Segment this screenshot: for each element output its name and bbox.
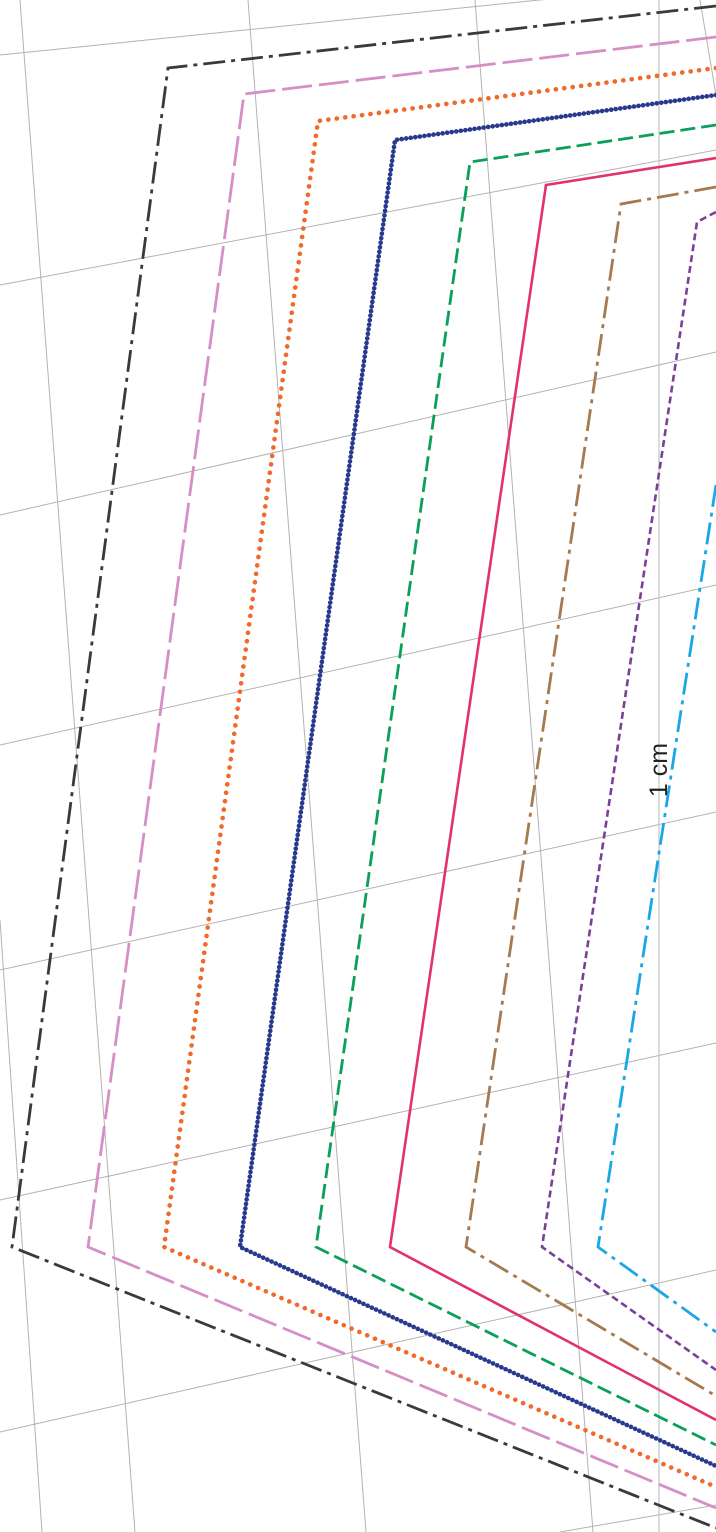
outline-size-5 [314,123,716,1447]
outline-size-6 [388,156,716,1422]
grid-line [0,351,716,516]
grid-line [559,1504,716,1532]
outline-size-1 [10,4,716,1530]
outline-size-2 [86,35,716,1510]
grid-line [699,0,716,96]
dimension-label: 1 cm [645,743,673,797]
grid-line [0,149,716,286]
grid-line [0,811,716,971]
grid-line [0,1269,716,1433]
outline-size-3 [161,65,716,1490]
grid-line [19,0,136,1532]
outline-size-8 [540,210,716,1372]
grid-line [0,584,716,746]
outline-size-9 [596,484,716,1334]
grid-line [0,919,43,1532]
outline-size-7 [464,185,716,1398]
grid-line [474,0,594,1532]
grid-line [0,0,545,56]
outline-size-4 [237,92,716,1469]
grid-line [0,1042,716,1201]
pattern-outlines [10,4,716,1530]
